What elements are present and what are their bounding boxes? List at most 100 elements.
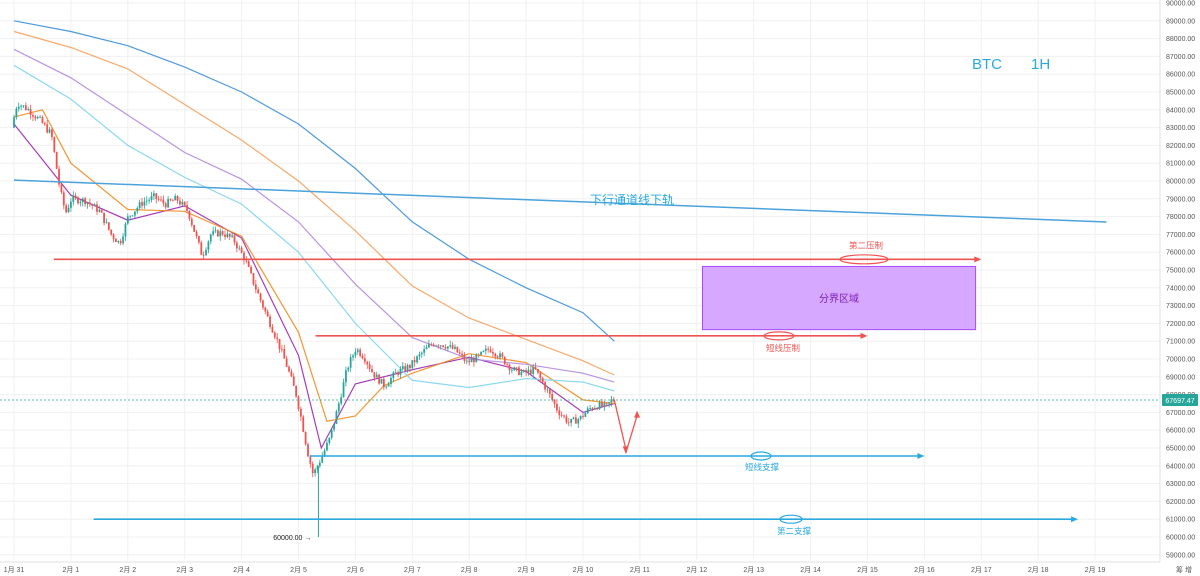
candle-body: [93, 204, 96, 206]
candle-body: [390, 377, 392, 385]
candle-body: [451, 345, 454, 349]
channel-label: 下行通道线下轨: [590, 193, 674, 207]
candle-body: [266, 311, 269, 317]
candle-body: [141, 202, 143, 206]
candle-body: [188, 210, 191, 219]
candle-body: [404, 366, 407, 371]
candle-body: [145, 200, 148, 202]
last-price-label: 67697.47: [1165, 398, 1194, 405]
candle-body: [565, 416, 568, 423]
candle-body: [423, 349, 426, 353]
candle-body: [198, 236, 200, 243]
candle-body: [126, 216, 129, 224]
time-tick-label: 2月 16: [914, 566, 935, 574]
candle-body: [160, 199, 162, 201]
price-tick-label: 77000.00: [1166, 232, 1195, 239]
candle-body: [371, 368, 373, 373]
candle-body: [392, 372, 395, 378]
price-tick-label: 86000.00: [1166, 72, 1195, 79]
price-tick-label: 65000.00: [1166, 446, 1195, 453]
support-2-label: 第二支撑: [777, 526, 812, 536]
candle-body: [240, 247, 243, 253]
candle-body: [446, 346, 449, 349]
candle-body: [527, 369, 530, 373]
candle-body: [228, 233, 231, 237]
candle-body: [439, 345, 442, 347]
candle-body: [179, 200, 181, 205]
candle-body: [252, 273, 255, 285]
candle-body: [105, 222, 108, 224]
price-tick-label: 88000.00: [1166, 36, 1195, 43]
candle-body: [321, 456, 324, 463]
candle-body: [259, 293, 262, 301]
time-tick-label: 2月 19: [1085, 566, 1106, 574]
price-tick-label: 81000.00: [1166, 161, 1195, 168]
time-tick-label: 2月 8: [461, 566, 478, 574]
boundary-zone: [701, 265, 977, 331]
price-tick-label: 66000.00: [1166, 428, 1195, 435]
candle-body: [17, 106, 20, 109]
candle-body: [117, 240, 120, 243]
candle-body: [425, 347, 428, 350]
candle-body: [254, 284, 257, 290]
candle-body: [262, 300, 264, 308]
candle-body: [454, 346, 456, 349]
candle-body: [510, 370, 513, 372]
candle-body: [326, 442, 328, 451]
candle-body: [418, 354, 421, 357]
time-tick-label: 2月 9: [518, 566, 535, 574]
time-tick-label: 2月 2: [119, 566, 136, 574]
candle-body: [124, 223, 127, 237]
resistance-1-arrow: [860, 332, 868, 339]
candle-body: [577, 419, 580, 424]
candle-body: [487, 348, 490, 350]
candle-body: [131, 215, 134, 217]
candle-body: [122, 236, 124, 244]
candle-body: [273, 332, 276, 338]
candle-body: [518, 367, 520, 375]
candle-body: [41, 116, 44, 124]
candle-body: [257, 289, 260, 294]
ma-line-ma-fast: [13, 123, 615, 450]
candle-body: [563, 415, 565, 417]
candle-body: [148, 199, 151, 201]
candle-body: [525, 370, 527, 373]
candle-body: [610, 399, 613, 403]
price-tick-label: 61000.00: [1166, 517, 1195, 524]
candle-body: [169, 199, 172, 201]
candle-body: [579, 415, 582, 420]
candle-body: [302, 416, 305, 432]
candle-body: [288, 366, 290, 372]
candle-body: [520, 371, 523, 375]
ma-line-ma-slow-1: [13, 64, 615, 392]
candle-body: [484, 348, 487, 351]
candle-body: [330, 429, 333, 438]
candle-body: [285, 358, 288, 367]
projection-down: [613, 399, 627, 449]
candle-body: [110, 229, 113, 235]
candle-body: [81, 198, 84, 203]
candle-body: [560, 415, 563, 416]
candle-body: [136, 208, 139, 212]
candle-body: [295, 385, 298, 397]
candle-body: [205, 249, 207, 255]
candle-body: [13, 117, 15, 128]
candle-body: [359, 349, 362, 356]
candle-body: [387, 384, 390, 387]
candle-body: [349, 357, 352, 368]
price-tick-label: 87000.00: [1166, 54, 1195, 61]
candle-body: [596, 408, 599, 410]
price-tick-label: 73000.00: [1166, 303, 1195, 310]
candle-body: [62, 192, 65, 206]
timeframe-label: 1H: [1031, 56, 1050, 73]
candle-body: [363, 358, 366, 362]
candle-body: [574, 417, 577, 424]
time-tick-label: 2月 10: [573, 566, 594, 574]
candle-body: [503, 356, 506, 365]
candle-body: [316, 466, 319, 470]
candle-body: [91, 204, 94, 206]
candle-body: [435, 345, 437, 347]
time-tick-label: 2月 7: [404, 566, 421, 574]
